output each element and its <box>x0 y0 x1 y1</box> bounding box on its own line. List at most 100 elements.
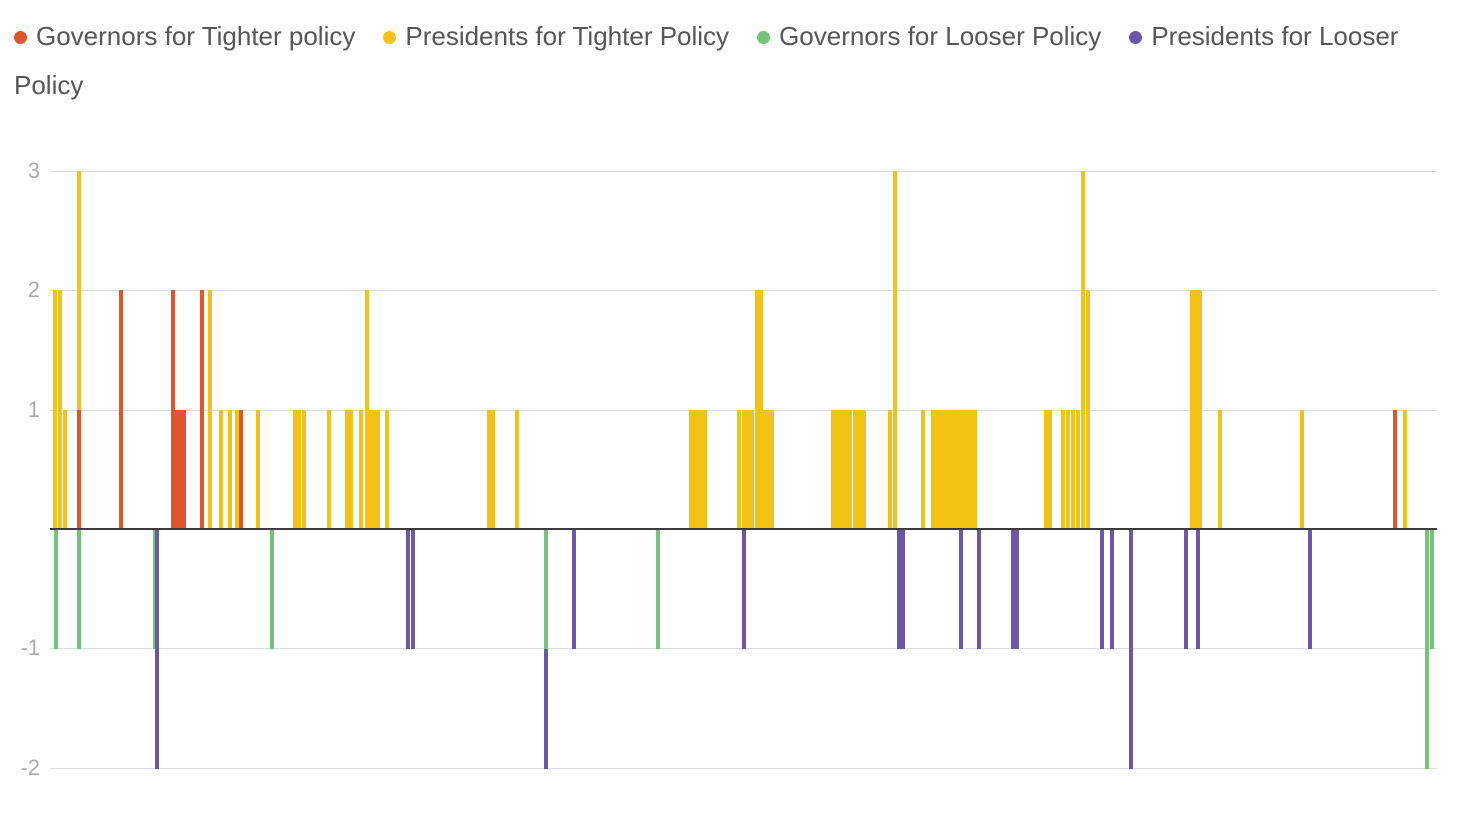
gridline-y3 <box>50 171 1437 172</box>
bar <box>219 409 223 529</box>
bar <box>862 409 866 529</box>
bar <box>931 409 935 529</box>
bar <box>1110 530 1114 650</box>
zero-axis-line <box>50 528 1437 530</box>
bar <box>376 409 380 529</box>
bar <box>949 409 953 529</box>
bar <box>853 409 857 529</box>
bar <box>544 649 548 769</box>
bar <box>515 409 519 529</box>
gridline-y-2 <box>50 768 1437 769</box>
bar <box>1086 290 1090 529</box>
bar <box>973 409 977 529</box>
bar <box>888 409 892 529</box>
legend-item-4[interactable]: Presidents for Looser Policy <box>14 21 1398 100</box>
bar <box>1190 290 1194 529</box>
bar <box>703 409 707 529</box>
bar <box>746 409 750 529</box>
bar <box>1184 530 1188 650</box>
bar <box>845 409 849 529</box>
bar <box>1081 171 1085 529</box>
y-axis-tick-label: 2 <box>27 277 40 302</box>
bar <box>959 409 963 529</box>
bar <box>491 409 495 529</box>
bar <box>696 409 700 529</box>
bar <box>977 530 981 650</box>
bar <box>952 409 956 529</box>
bar <box>759 290 763 529</box>
bar <box>153 530 157 650</box>
bar <box>969 409 973 529</box>
bar <box>1015 530 1019 650</box>
bar <box>119 290 123 529</box>
bar <box>1198 290 1202 529</box>
bar <box>572 530 576 650</box>
bar <box>208 290 212 529</box>
legend-item-label: Governors for Tighter policy <box>36 21 356 51</box>
bar <box>893 171 897 529</box>
bar <box>1194 290 1198 529</box>
bar <box>256 409 260 529</box>
bar <box>1071 409 1075 529</box>
bar <box>1425 530 1429 769</box>
bar <box>1061 409 1065 529</box>
y-axis-tick-label: 1 <box>27 397 40 422</box>
legend-item-label: Presidents for Tighter Policy <box>405 21 730 51</box>
legend-item-1[interactable]: Governors for Tighter policy <box>14 21 355 51</box>
bar <box>385 409 389 529</box>
bar <box>689 409 693 529</box>
bar <box>1011 530 1015 650</box>
bar <box>962 409 966 529</box>
bar <box>77 409 81 529</box>
bar <box>770 409 774 529</box>
bar <box>58 290 62 529</box>
bar <box>959 530 963 650</box>
bar <box>700 409 704 529</box>
bar <box>1430 530 1434 650</box>
bar <box>365 290 369 529</box>
bar <box>1196 530 1200 650</box>
bar <box>297 409 301 529</box>
bar <box>369 409 373 529</box>
bar <box>63 409 67 529</box>
bar <box>1048 409 1052 529</box>
bar <box>897 530 901 650</box>
bar <box>838 409 842 529</box>
bar <box>1129 530 1133 769</box>
bar <box>544 530 548 650</box>
bar <box>942 409 946 529</box>
bar <box>1218 409 1222 529</box>
legend-item-3[interactable]: Governors for Looser Policy <box>757 21 1101 51</box>
bar <box>359 409 363 529</box>
bar <box>859 409 863 529</box>
bar <box>228 409 232 529</box>
bar <box>293 409 297 529</box>
bar <box>178 409 182 529</box>
bar <box>939 409 943 529</box>
legend-dot-icon <box>14 31 27 44</box>
bar <box>77 530 81 650</box>
y-axis-tick-label: -2 <box>20 755 40 780</box>
bar <box>766 409 770 529</box>
legend-item-2[interactable]: Presidents for Tighter Policy <box>383 21 729 51</box>
bar <box>239 409 243 529</box>
bar <box>1308 530 1312 650</box>
bar <box>302 409 306 529</box>
bar <box>921 409 925 529</box>
bar <box>77 171 81 410</box>
bar <box>763 409 767 529</box>
bar <box>841 409 845 529</box>
bar <box>1066 409 1070 529</box>
bar <box>171 290 175 529</box>
gridline-y2 <box>50 290 1437 291</box>
bar <box>487 409 491 529</box>
y-axis-tick-label: -1 <box>20 635 40 660</box>
bar <box>901 530 905 650</box>
y-axis-tick-label: 3 <box>27 158 40 183</box>
bar <box>155 530 159 769</box>
bar <box>235 409 239 529</box>
bar <box>411 530 415 650</box>
bar <box>1403 409 1407 529</box>
bar <box>656 530 660 650</box>
